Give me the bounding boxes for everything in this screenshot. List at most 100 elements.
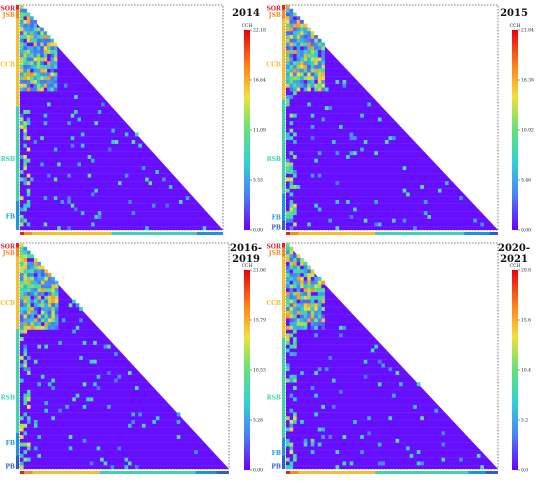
heatmap-cell xyxy=(36,31,41,36)
heatmap-cell xyxy=(30,314,35,319)
row-group-label-sor: SOR xyxy=(0,243,16,250)
heatmap-triangle xyxy=(286,243,498,469)
heatmap-cell xyxy=(23,155,27,159)
heatmap-cell xyxy=(33,420,38,424)
row-group-segment-sor xyxy=(282,5,285,10)
col-group-segment-pb xyxy=(489,232,498,235)
heatmap-cell xyxy=(50,80,54,84)
heatmap-cell xyxy=(335,181,340,186)
heatmap-cell xyxy=(26,273,31,277)
heatmap-cell xyxy=(289,27,294,32)
heatmap-cell xyxy=(54,318,59,323)
row-group-label-jsb: JSB xyxy=(2,12,15,19)
heatmap-cell xyxy=(293,12,297,17)
col-group-bar xyxy=(20,471,229,474)
heatmap-cell xyxy=(300,76,304,81)
heatmap-cell xyxy=(26,303,31,308)
heatmap-cell xyxy=(441,442,446,447)
heatmap-cell xyxy=(23,23,27,28)
heatmap-cell xyxy=(23,318,28,323)
heatmap-cell xyxy=(300,322,304,326)
heatmap-cell xyxy=(293,374,297,379)
heatmap-cell xyxy=(23,177,27,182)
heatmap-cell xyxy=(23,83,27,88)
heatmap-cell xyxy=(303,318,308,323)
heatmap-cell xyxy=(286,12,290,17)
heatmap-cell xyxy=(50,87,54,92)
heatmap-cell xyxy=(289,42,294,47)
heatmap-cell xyxy=(289,310,294,315)
heatmap-cell xyxy=(40,299,45,304)
heatmap-cell xyxy=(300,295,304,300)
heatmap-cell xyxy=(293,258,297,262)
heatmap-cell xyxy=(286,337,290,342)
heatmap-cell xyxy=(307,102,311,107)
heatmap-cell xyxy=(30,307,35,311)
heatmap-cell xyxy=(293,72,297,77)
heatmap-cell xyxy=(289,83,294,88)
heatmap-cell xyxy=(93,359,97,364)
heatmap-cell xyxy=(33,446,38,451)
heatmap-cell xyxy=(23,295,28,300)
heatmap-cell xyxy=(36,61,41,66)
heatmap-cell xyxy=(33,57,38,62)
heatmap-cell xyxy=(314,318,318,323)
heatmap-cell xyxy=(107,147,112,152)
col-group-segment-pb xyxy=(485,471,498,474)
heatmap-cell xyxy=(94,188,98,193)
heatmap-cell xyxy=(20,35,24,39)
heatmap-cell xyxy=(317,65,322,69)
heatmap-cell xyxy=(20,155,24,159)
heatmap-cell xyxy=(314,322,318,326)
heatmap-cell xyxy=(310,310,315,315)
heatmap-cell xyxy=(155,170,159,174)
col-group-bar xyxy=(286,232,498,235)
heatmap-cell xyxy=(289,57,294,62)
heatmap-cell xyxy=(300,269,304,274)
heatmap-cell xyxy=(51,284,55,289)
heatmap-cell xyxy=(286,177,290,182)
col-group-segment-ccb xyxy=(32,232,112,235)
colorbar-tick-label: 15.6 xyxy=(521,318,531,324)
heatmap-cell xyxy=(26,16,31,21)
heatmap-cell xyxy=(289,121,294,126)
heatmap-cell xyxy=(63,83,68,88)
heatmap-cell xyxy=(300,291,304,296)
heatmap-cell xyxy=(20,16,24,21)
heatmap-cell xyxy=(43,113,48,118)
heatmap-cell xyxy=(43,38,48,43)
heatmap-cells xyxy=(286,243,484,470)
row-group-segment-fb xyxy=(282,437,285,456)
heatmap-cell xyxy=(47,273,52,277)
heatmap-cell xyxy=(300,303,304,308)
heatmap-cell xyxy=(303,50,308,54)
heatmap-cell xyxy=(26,299,31,304)
heatmap-cell xyxy=(293,23,297,28)
heatmap-cell xyxy=(289,12,294,17)
heatmap-cell xyxy=(26,314,31,319)
col-group-segment-sor xyxy=(286,232,291,235)
heatmap-cell xyxy=(100,457,104,462)
heatmap-cell xyxy=(20,207,24,212)
heatmap-cell xyxy=(67,226,71,231)
heatmap-cell xyxy=(286,72,290,77)
heatmap-cell xyxy=(286,76,290,81)
heatmap-cell xyxy=(33,291,38,296)
heatmap-cell xyxy=(40,374,45,379)
heatmap-cell xyxy=(303,265,308,270)
heatmap-cell xyxy=(300,310,304,315)
heatmap-cell xyxy=(23,57,27,62)
heatmap-cell xyxy=(416,450,421,455)
heatmap-cell xyxy=(377,461,382,466)
heatmap-cell xyxy=(23,401,28,406)
heatmap-cell xyxy=(23,363,28,368)
heatmap-cell xyxy=(26,284,31,289)
heatmap-cell xyxy=(50,76,54,81)
heatmap-cell xyxy=(286,276,290,281)
heatmap-cell xyxy=(87,173,92,178)
heatmap-cell xyxy=(286,23,290,28)
heatmap-cell xyxy=(37,382,41,387)
heatmap-cell xyxy=(289,461,294,466)
heatmap-cell xyxy=(286,211,290,216)
